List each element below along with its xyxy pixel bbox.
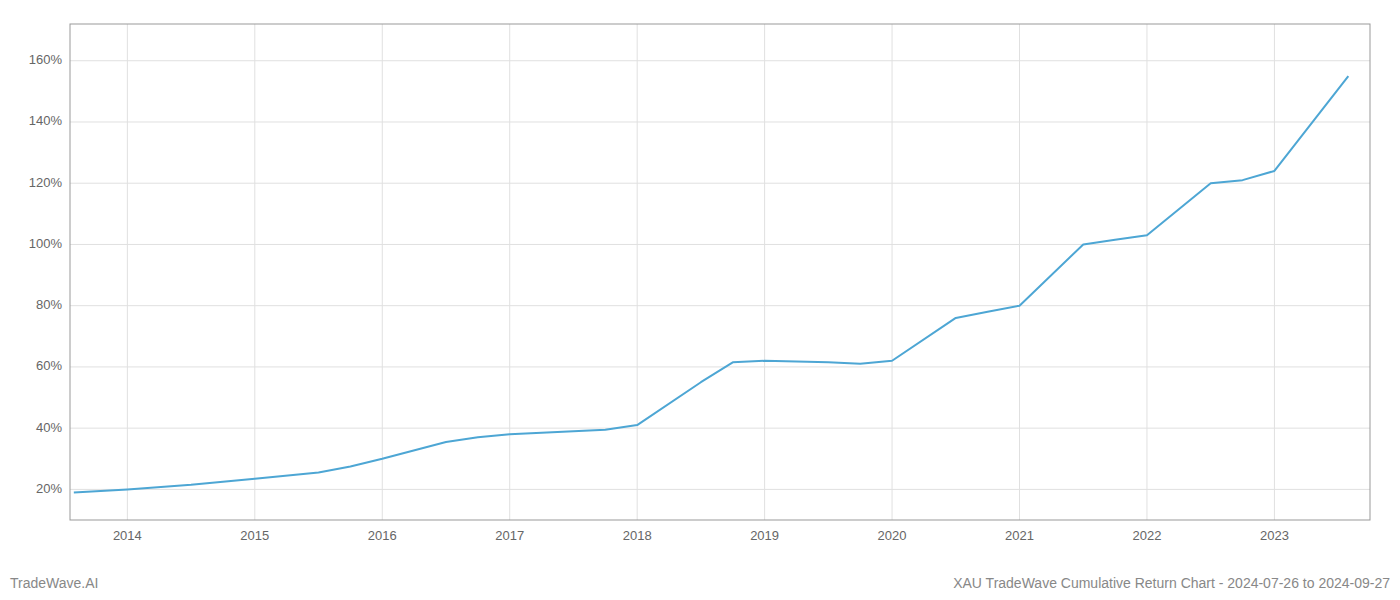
y-tick-label: 160% [29, 52, 63, 67]
grid [70, 24, 1370, 520]
x-tick-label: 2022 [1132, 528, 1161, 543]
x-grid-line [637, 24, 638, 520]
x-tick-label: 2016 [368, 528, 397, 543]
x-grid-line [1274, 24, 1275, 520]
y-tick-label: 20% [36, 481, 62, 496]
series [74, 76, 1349, 492]
watermark: TradeWave.AI [10, 575, 98, 591]
x-grid-line [764, 24, 765, 520]
x-tick-label: 2017 [495, 528, 524, 543]
y-tick-label: 40% [36, 420, 62, 435]
y-tick-label: 80% [36, 297, 62, 312]
y-grid-line [70, 489, 1370, 490]
y-tick-label: 120% [29, 175, 63, 190]
x-grid-line [509, 24, 510, 520]
x-tick-label: 2023 [1260, 528, 1289, 543]
y-tick-label: 100% [29, 236, 63, 251]
x-grid-line [127, 24, 128, 520]
x-grid-line [892, 24, 893, 520]
x-tick-label: 2014 [113, 528, 142, 543]
x-tick-label: 2019 [750, 528, 779, 543]
plot-frame [70, 24, 1370, 520]
axes: 20% 40% 60% 80% 100% 120% 140% 160% 2014 2015 2016… [29, 24, 1370, 543]
y-tick-label: 140% [29, 113, 63, 128]
y-grid-line [70, 244, 1370, 245]
y-tick-label: 60% [36, 358, 62, 373]
title: XAU TradeWave Cumulative Return Chart - … [953, 575, 1390, 591]
x-grid-line [382, 24, 383, 520]
y-grid-line [70, 60, 1370, 61]
y-grid-line [70, 305, 1370, 306]
chart: 20% 40% 60% 80% 100% 120% 140% 160% 2014 2015 2016… [0, 0, 1400, 600]
x-grid-line [1146, 24, 1147, 520]
y-grid-line [70, 121, 1370, 122]
x-grid-line [1019, 24, 1020, 520]
y-grid-line [70, 428, 1370, 429]
x-tick-label: 2021 [1005, 528, 1034, 543]
return-line [74, 76, 1349, 492]
x-tick-label: 2020 [878, 528, 907, 543]
x-tick-label: 2015 [240, 528, 269, 543]
x-tick-label: 2018 [623, 528, 652, 543]
x-grid-line [254, 24, 255, 520]
y-grid-line [70, 183, 1370, 184]
y-grid-line [70, 366, 1370, 367]
texts: TradeWave.AI XAU TradeWave Cumulative Ret… [10, 575, 1390, 591]
